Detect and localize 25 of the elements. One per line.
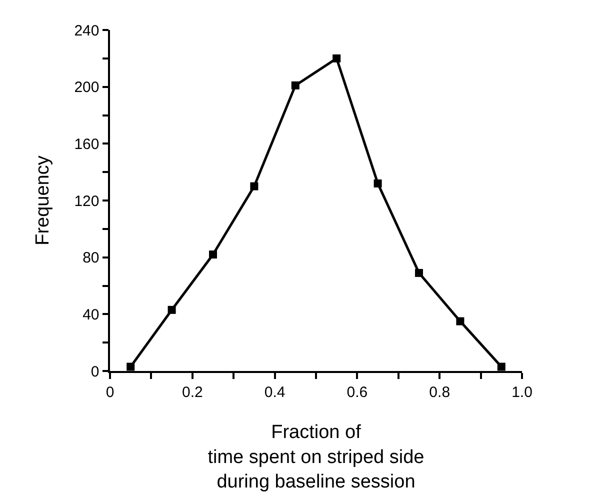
point bbox=[497, 362, 506, 371]
x-tick-label: 0.2 bbox=[182, 384, 203, 401]
y-tick-label: 200 bbox=[74, 79, 100, 96]
point bbox=[209, 250, 217, 258]
point bbox=[168, 306, 176, 314]
point bbox=[250, 182, 258, 190]
x-tick-label: 0.8 bbox=[429, 384, 450, 401]
x-tick-label: 0 bbox=[106, 384, 114, 401]
y-tick-label: 0 bbox=[90, 363, 100, 380]
point bbox=[126, 362, 135, 371]
x-tick-label: 0.4 bbox=[264, 384, 286, 401]
x-tick-label: 1.0 bbox=[512, 384, 532, 401]
y-tick-label: 120 bbox=[74, 192, 100, 210]
y-axis-title: Frequency bbox=[32, 155, 54, 246]
y-tick-label: 240 bbox=[74, 22, 100, 40]
point bbox=[456, 317, 464, 326]
point bbox=[374, 179, 382, 188]
y-tick-label: 160 bbox=[74, 136, 100, 153]
point bbox=[415, 268, 423, 277]
x-axis-title: Fraction of time spent on striped side during baseline session bbox=[208, 422, 424, 492]
point bbox=[332, 54, 341, 62]
point bbox=[291, 81, 300, 90]
y-tick-label: 80 bbox=[82, 250, 100, 267]
x-tick-label: 0.6 bbox=[346, 384, 368, 401]
y-tick-label: 40 bbox=[82, 306, 100, 324]
